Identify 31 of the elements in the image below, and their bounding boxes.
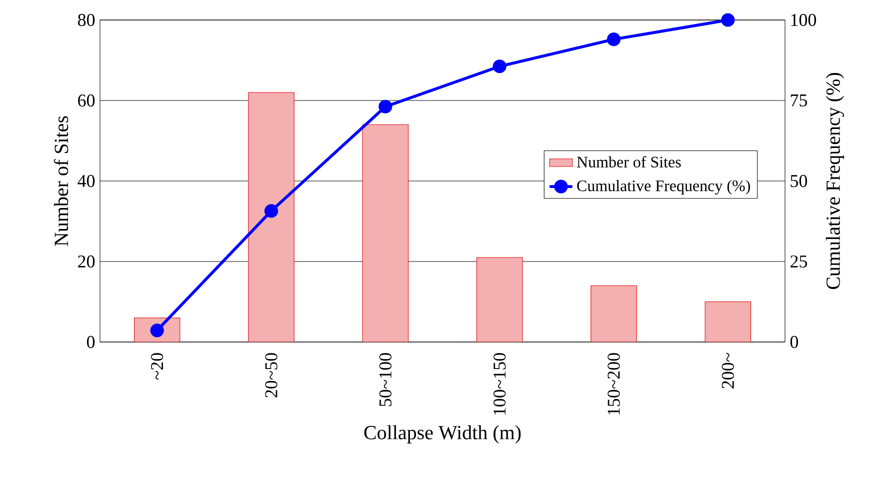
point [606,32,621,46]
y2-tick-label: 0 [790,336,798,348]
legend-label: Cumulative Frequency (%) [577,180,750,195]
y2-tick-label: 75 [790,94,808,106]
y-tick-label: 80 [78,14,95,26]
legend-label: Number of Sites [576,156,681,168]
y2-tick-label: 25 [790,255,808,268]
y-tick-label: 40 [78,174,95,188]
x-tick-label: 20~50 [265,353,278,398]
y-axis-title: Number of Sites [54,116,68,246]
y-tick-label: 0 [86,336,95,348]
y2-tick-label: 100 [791,14,816,26]
y-tick-label: 60 [78,94,95,107]
x-tick-label: 100~150 [494,353,506,415]
x-tick-label: 200~ [722,352,734,388]
x-tick-label: ~20 [151,353,164,380]
y2-axis-title: Cumulative Frequency (%) [826,73,844,290]
point [378,100,392,114]
bar [704,301,752,342]
point [264,204,278,218]
bar [362,124,409,342]
bar [248,92,294,342]
y-tick-label: 20 [78,255,95,268]
point [492,60,506,74]
bar [476,257,523,342]
y2-tick-label: 50 [790,174,808,188]
point [721,13,735,27]
x-axis-title: Collapse Width (m) [364,425,521,444]
x-tick-label: 150~200 [608,353,620,415]
x-tick-label: 50~100 [379,353,392,406]
bar [590,285,637,342]
